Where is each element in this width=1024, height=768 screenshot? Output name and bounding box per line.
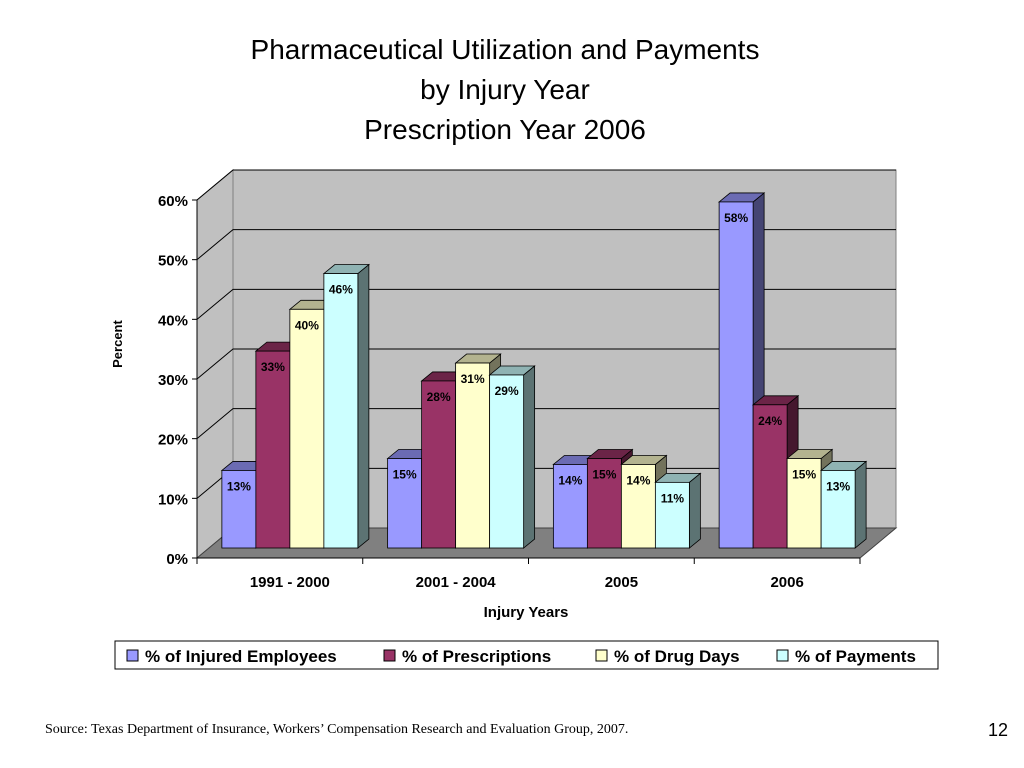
data-label: 24% [758,414,782,428]
legend-swatch [383,649,396,662]
bar-front [586,458,622,549]
legend-item: % of Injured Employees [126,647,337,666]
bar-front [323,273,359,549]
bar-side [357,263,370,549]
gridline [196,229,896,261]
legend-item: % of Payments [776,647,916,666]
data-label: 15% [393,468,417,482]
bar-front [489,374,525,549]
x-axis-label: Injury Years [484,604,569,621]
page-number: 12 [988,720,1009,740]
legend-label: % of Injured Employees [145,647,337,666]
bar-front [620,464,656,549]
bar-front [552,464,588,549]
y-tick-label: 30% [158,372,188,389]
data-label: 31% [461,372,485,386]
bar [820,460,868,549]
y-tick-label: 60% [158,193,188,210]
data-label: 14% [558,473,582,487]
bar [654,472,702,549]
bar-front [455,362,491,549]
bar-side [854,460,867,549]
chart-title-line-1: Pharmaceutical Utilization and Payments [250,34,760,65]
x-tick-label: 2005 [605,574,638,591]
data-label: 11% [661,491,685,505]
data-label: 13% [826,479,850,493]
y-tick-label: 40% [158,312,188,329]
legend-swatch [595,649,608,662]
data-label: 46% [329,283,353,297]
x-tick-label: 2006 [770,574,803,591]
legend-label: % of Drug Days [614,647,740,666]
axes: 0% 10% 20% 30% 40% 50% 60% 1991 - 2000 2001 - 20… [158,193,861,591]
bar-front [820,470,856,549]
data-label: 15% [792,468,816,482]
source-note: Source: Texas Department of Insurance, W… [45,722,629,737]
legend: % of Injured Employees % of Prescriptions… [114,640,939,670]
data-label: 13% [227,479,251,493]
bar-front [654,481,690,549]
data-label: 28% [427,390,451,404]
y-tick-label: 10% [158,491,188,508]
chart-title-line-2: by Injury Year [420,74,590,105]
x-tick-label: 1991 - 2000 [250,574,330,591]
bar-front [289,308,325,549]
legend-item: % of Drug Days [595,647,740,666]
data-label: 14% [626,473,650,487]
bar-side [688,472,701,549]
data-label: 58% [724,211,748,225]
y-axis-label: Percent [110,319,125,367]
legend-swatch [776,649,789,662]
bar-front [421,380,457,549]
bar-front [255,350,291,549]
legend-swatch [126,649,139,662]
legend-label: % of Payments [795,647,916,666]
bar-front [718,201,754,549]
data-label: 33% [261,360,285,374]
gridline [196,288,896,320]
bar-chart: 0% 10% 20% 30% 40% 50% 60% 1991 - 2000 2001 - 20… [110,168,939,670]
y-tick-label: 50% [158,253,188,270]
gridline [196,408,896,440]
data-label: 40% [295,318,319,332]
gridline [196,348,896,380]
legend-item: % of Prescriptions [383,647,551,666]
bar [488,365,536,549]
x-tick-label: 2001 - 2004 [416,574,497,591]
gridline [196,169,896,201]
data-label: 29% [495,384,519,398]
legend-label: % of Prescriptions [402,647,551,666]
y-tick-label: 0% [166,551,188,568]
bars [220,192,868,549]
chart-title-line-3: Prescription Year 2006 [364,114,646,145]
bar-side [523,365,536,549]
data-labels: 13% 33% 40% 46% 15% 28% 31% 29% 14% 15% 14% 11% 58% 2… [227,211,851,505]
legend-box [114,640,939,670]
data-label: 15% [592,468,616,482]
bar [322,263,370,549]
y-tick-label: 20% [158,432,188,449]
